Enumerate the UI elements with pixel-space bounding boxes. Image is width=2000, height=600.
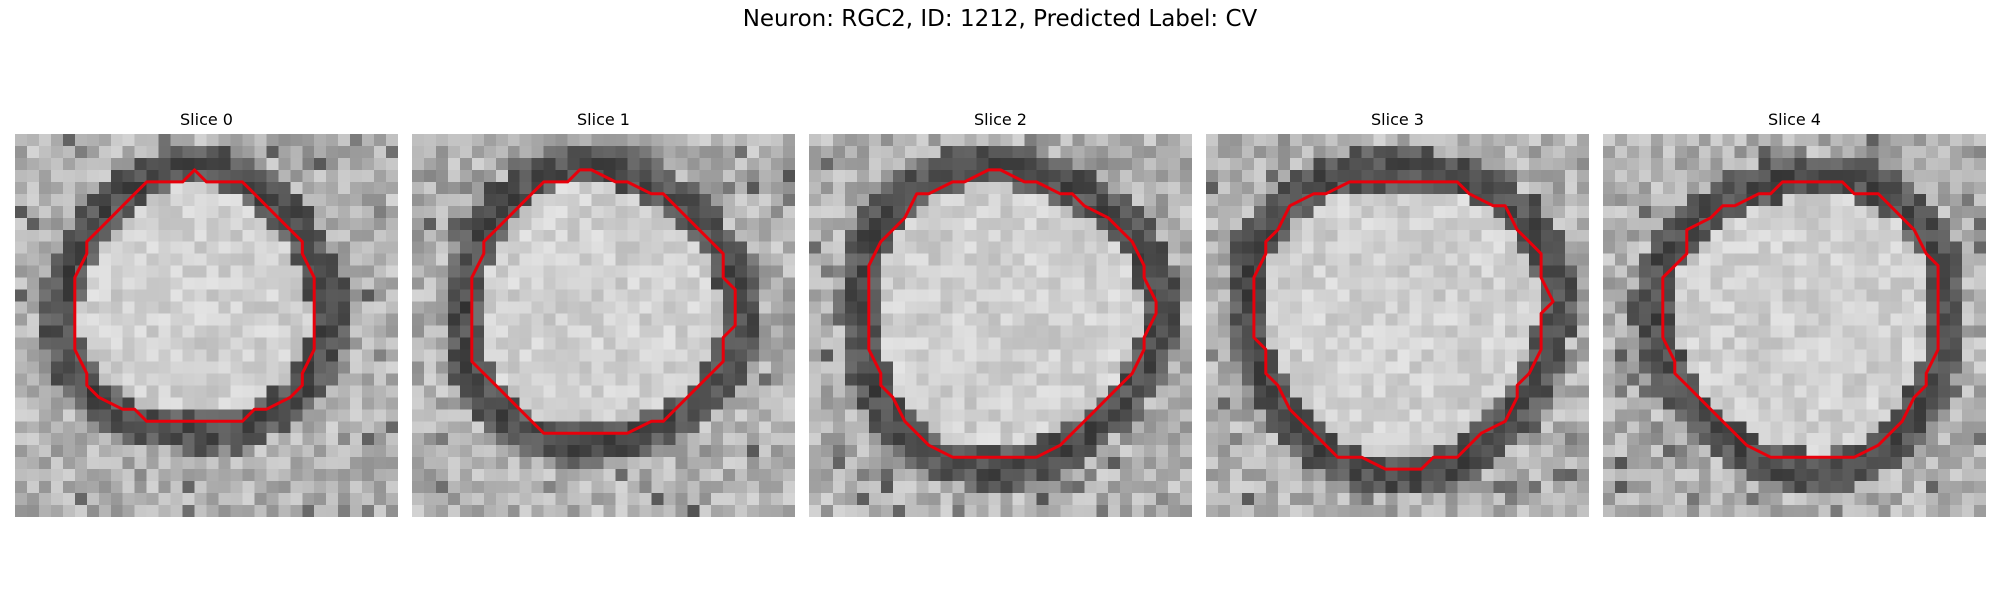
figure-title: Neuron: RGC2, ID: 1212, Predicted Label:…	[742, 6, 1258, 32]
slice-image	[809, 134, 1192, 517]
grayscale-pixels	[412, 134, 795, 517]
grayscale-pixels	[15, 134, 398, 517]
micrograph-svg	[15, 134, 398, 517]
slice-title: Slice 2	[974, 110, 1027, 129]
slice-panel: Slice 1	[412, 108, 795, 517]
slice-image	[1603, 134, 1986, 517]
slice-title: Slice 0	[180, 110, 233, 129]
slice-image	[15, 134, 398, 517]
segmentation-contour	[1661, 180, 1940, 459]
grayscale-pixels	[1206, 134, 1589, 517]
slice-image	[1206, 134, 1589, 517]
micrograph-svg	[809, 134, 1192, 517]
micrograph-svg	[1603, 134, 1986, 517]
slice-panel: Slice 0	[15, 108, 398, 517]
segmentation-contour	[470, 168, 737, 435]
segmentation-contour	[1252, 180, 1555, 471]
grayscale-pixels	[1603, 134, 1986, 517]
slice-title: Slice 4	[1768, 110, 1821, 129]
grayscale-pixels	[809, 134, 1192, 517]
slice-title: Slice 3	[1371, 110, 1424, 129]
slice-panel: Slice 4	[1603, 108, 1986, 517]
slice-title: Slice 1	[577, 110, 630, 129]
slice-panel: Slice 2	[809, 108, 1192, 517]
segmentation-contour	[867, 168, 1158, 459]
slice-image	[412, 134, 795, 517]
micrograph-svg	[1206, 134, 1589, 517]
micrograph-svg	[412, 134, 795, 517]
segmentation-contour	[73, 168, 316, 423]
slice-panel: Slice 3	[1206, 108, 1589, 517]
